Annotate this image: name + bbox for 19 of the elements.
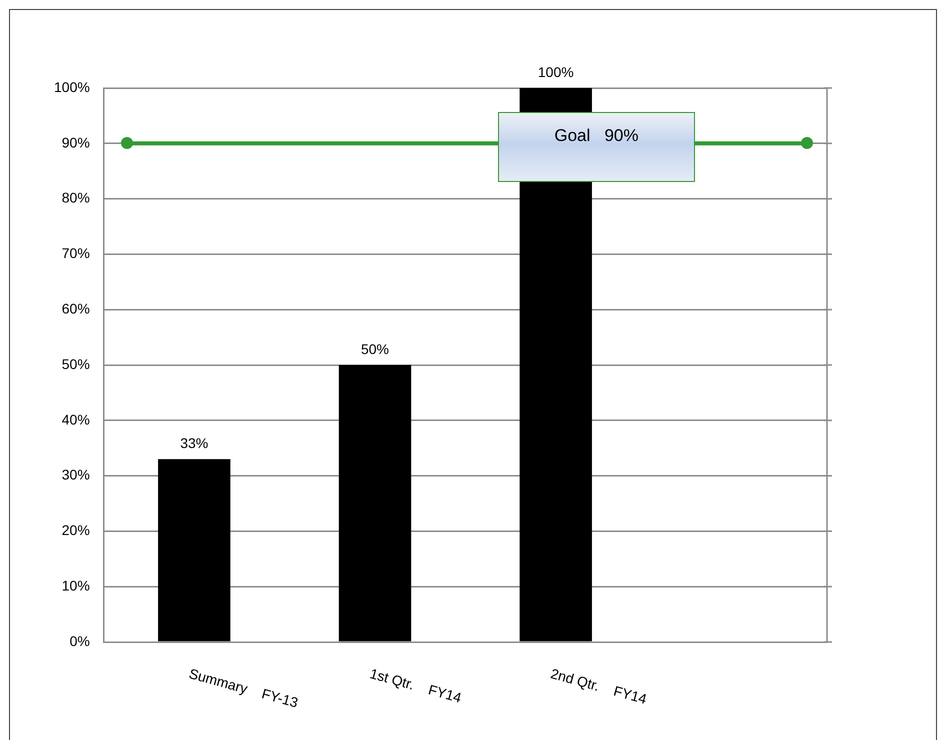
bar xyxy=(158,459,230,642)
y-tick-label: 50% xyxy=(62,356,90,372)
y-tick-label: 60% xyxy=(62,300,90,316)
bar xyxy=(338,365,412,642)
x-tick-label: 1st Qtr. FY14 xyxy=(368,665,464,706)
y-tick-label: 90% xyxy=(62,134,90,150)
data-label: 33% xyxy=(180,435,208,452)
y-tick-label: 100% xyxy=(54,78,90,95)
y-tick-label: 70% xyxy=(62,245,90,262)
y-tick-label: 0% xyxy=(70,632,90,649)
data-label: 50% xyxy=(360,340,390,357)
y-tick-label: 80% xyxy=(62,190,90,206)
y-tick-label: 30% xyxy=(62,466,90,483)
y-tick-label: 10% xyxy=(62,577,90,594)
label-box: Goal 90% xyxy=(498,112,695,182)
x-tick-label: 2nd Qtr. FY14 xyxy=(548,665,649,708)
y-tick-label: 40% xyxy=(62,411,90,428)
data-label: 100% xyxy=(538,64,574,80)
y-tick-label: 20% xyxy=(62,522,90,538)
